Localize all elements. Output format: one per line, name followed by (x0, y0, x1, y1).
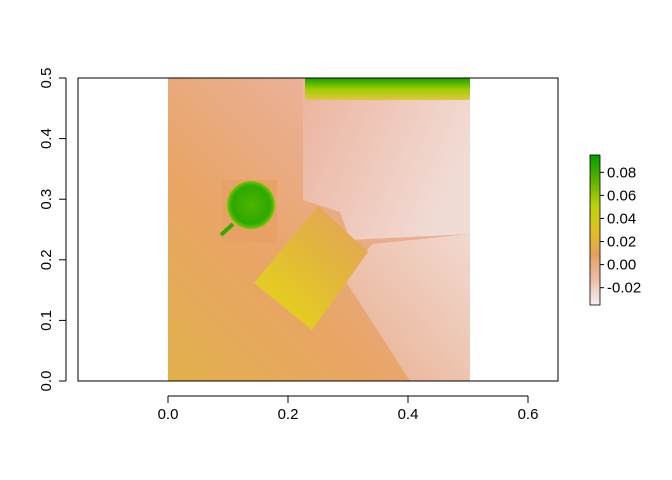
round-object (227, 181, 275, 229)
colorbar-gradient (589, 154, 601, 306)
colorbar-tick-label: 0.04 (607, 210, 636, 227)
top-edge-strip (305, 78, 470, 100)
y-axis: 0.0 0.1 0.2 0.3 0.4 0.5 (38, 68, 67, 392)
x-tick-label: 0.2 (278, 406, 299, 423)
y-tick-label: 0.5 (38, 68, 55, 89)
plot-frame (77, 77, 559, 382)
lower-right-surface (345, 234, 470, 381)
colorbar-tick-label: 0.08 (607, 164, 636, 181)
upper-right-surface (303, 78, 470, 240)
colorbar-tick-label: 0.02 (607, 234, 636, 251)
x-tick-label: 0.6 (518, 406, 539, 423)
y-tick-label: 0.0 (38, 371, 55, 392)
colorbar-tick-label: 0.06 (607, 187, 636, 204)
y-tick-label: 0.1 (38, 310, 55, 331)
colorbar-tick-label: 0.00 (607, 257, 636, 274)
x-tick-label: 0.4 (398, 406, 419, 423)
heatmap-raster (168, 78, 470, 381)
y-tick-label: 0.4 (38, 128, 55, 149)
round-object-handle (219, 222, 235, 237)
y-tick-label: 0.3 (38, 189, 55, 210)
x-tick-label: 0.0 (158, 406, 179, 423)
y-tick-label: 0.2 (38, 249, 55, 270)
x-axis: 0.0 0.2 0.4 0.6 (158, 395, 539, 423)
bag-object (254, 206, 368, 330)
colorbar-tick-label: -0.02 (607, 280, 641, 297)
colorbar-legend: -0.02 0.00 0.02 0.04 0.06 0.08 (589, 154, 641, 306)
